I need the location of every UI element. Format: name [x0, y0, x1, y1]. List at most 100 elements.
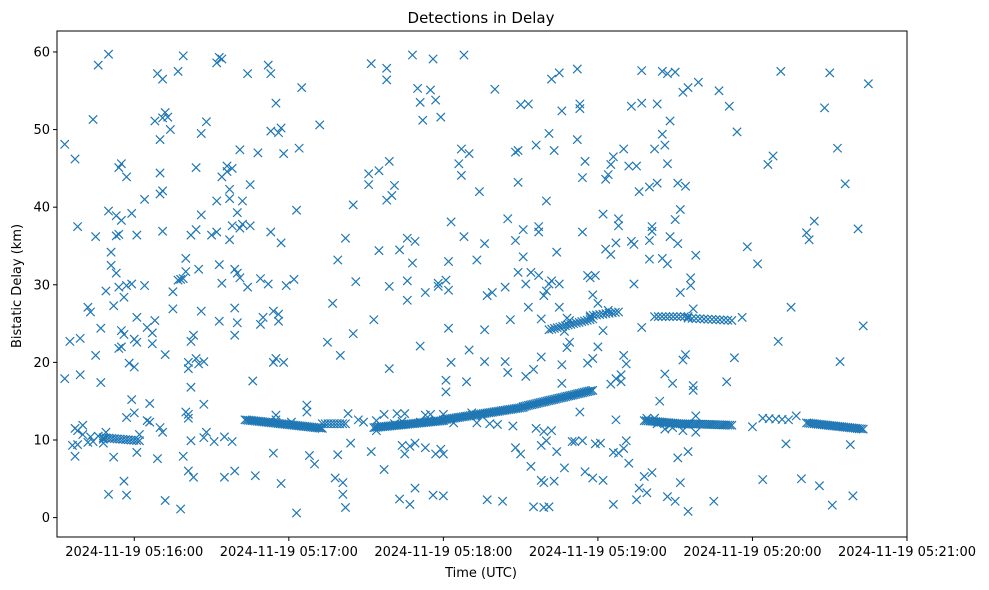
- data-point: [547, 324, 557, 334]
- data-point: [688, 381, 698, 391]
- data-point: [178, 51, 188, 61]
- data-point: [407, 50, 418, 60]
- data-point: [670, 496, 680, 506]
- data-point: [232, 268, 242, 278]
- data-point: [492, 419, 503, 430]
- data-point: [580, 156, 590, 167]
- x-tick-label: 2024-11-19 05:17:00: [220, 545, 358, 560]
- data-point: [510, 235, 521, 246]
- data-point: [142, 415, 152, 426]
- data-point: [93, 431, 103, 441]
- data-point: [619, 144, 629, 154]
- data-point: [593, 298, 603, 309]
- data-point: [322, 337, 333, 347]
- data-point: [70, 451, 80, 461]
- data-point: [433, 278, 443, 288]
- data-point: [631, 161, 642, 171]
- data-point: [678, 355, 688, 365]
- data-point: [653, 311, 663, 322]
- data-point: [132, 312, 142, 322]
- data-point: [610, 307, 620, 317]
- data-point: [343, 408, 353, 419]
- data-point: [513, 267, 523, 277]
- data-point: [693, 77, 703, 87]
- data-point: [737, 312, 747, 322]
- data-point: [235, 273, 245, 283]
- data-point: [134, 436, 145, 446]
- data-point: [827, 500, 837, 510]
- data-point: [70, 154, 80, 164]
- data-point: [114, 229, 124, 239]
- data-point: [132, 447, 142, 458]
- data-point: [575, 407, 585, 417]
- data-point: [289, 274, 299, 284]
- data-point: [854, 424, 864, 434]
- data-point: [60, 139, 70, 149]
- data-point: [456, 170, 467, 180]
- data-point: [232, 207, 242, 218]
- data-point: [348, 200, 358, 210]
- data-point: [554, 68, 564, 78]
- data-point: [621, 359, 631, 369]
- data-point: [825, 68, 835, 78]
- data-point: [85, 307, 96, 317]
- data-point: [78, 420, 88, 430]
- data-point: [72, 221, 83, 232]
- data-point: [106, 260, 116, 270]
- data-point: [673, 178, 683, 188]
- data-point: [539, 426, 549, 437]
- data-point: [139, 280, 150, 291]
- data-point: [644, 182, 655, 192]
- data-point: [75, 370, 85, 380]
- data-point: [577, 173, 588, 183]
- data-point: [858, 321, 868, 331]
- data-point: [139, 194, 150, 205]
- data-point: [163, 112, 173, 122]
- data-point: [634, 187, 644, 197]
- data-point: [410, 483, 420, 493]
- data-point: [425, 409, 436, 420]
- data-point: [196, 306, 206, 316]
- data-point: [119, 292, 129, 302]
- data-point: [557, 106, 567, 116]
- data-point: [606, 249, 616, 260]
- data-point: [446, 357, 456, 368]
- data-point: [407, 258, 418, 268]
- data-point: [546, 426, 557, 436]
- data-point: [441, 275, 451, 285]
- data-point: [461, 377, 472, 387]
- data-point: [327, 298, 338, 309]
- data-point: [364, 169, 374, 179]
- data-point: [165, 124, 175, 135]
- data-point: [584, 386, 594, 396]
- data-point: [574, 317, 584, 327]
- data-point: [621, 436, 631, 446]
- data-point: [709, 496, 719, 506]
- data-point: [121, 172, 132, 182]
- data-point: [212, 227, 222, 237]
- data-point: [853, 224, 863, 234]
- data-point: [103, 206, 114, 216]
- data-point: [613, 221, 624, 231]
- data-point: [235, 223, 245, 233]
- data-point: [276, 478, 286, 489]
- data-point: [155, 422, 165, 433]
- data-point: [809, 216, 819, 226]
- data-point: [273, 128, 284, 138]
- data-point: [364, 180, 374, 190]
- points-layer: [60, 49, 873, 518]
- data-point: [392, 408, 402, 419]
- data-point: [566, 319, 576, 329]
- data-point: [665, 116, 675, 126]
- data-point: [438, 449, 448, 459]
- data-point: [379, 409, 389, 420]
- data-point: [441, 387, 451, 397]
- data-point: [472, 255, 482, 265]
- data-point: [546, 276, 557, 286]
- data-point: [531, 140, 541, 150]
- data-point: [613, 214, 624, 224]
- data-point: [438, 491, 448, 501]
- data-point: [580, 467, 590, 477]
- data-point: [644, 235, 655, 246]
